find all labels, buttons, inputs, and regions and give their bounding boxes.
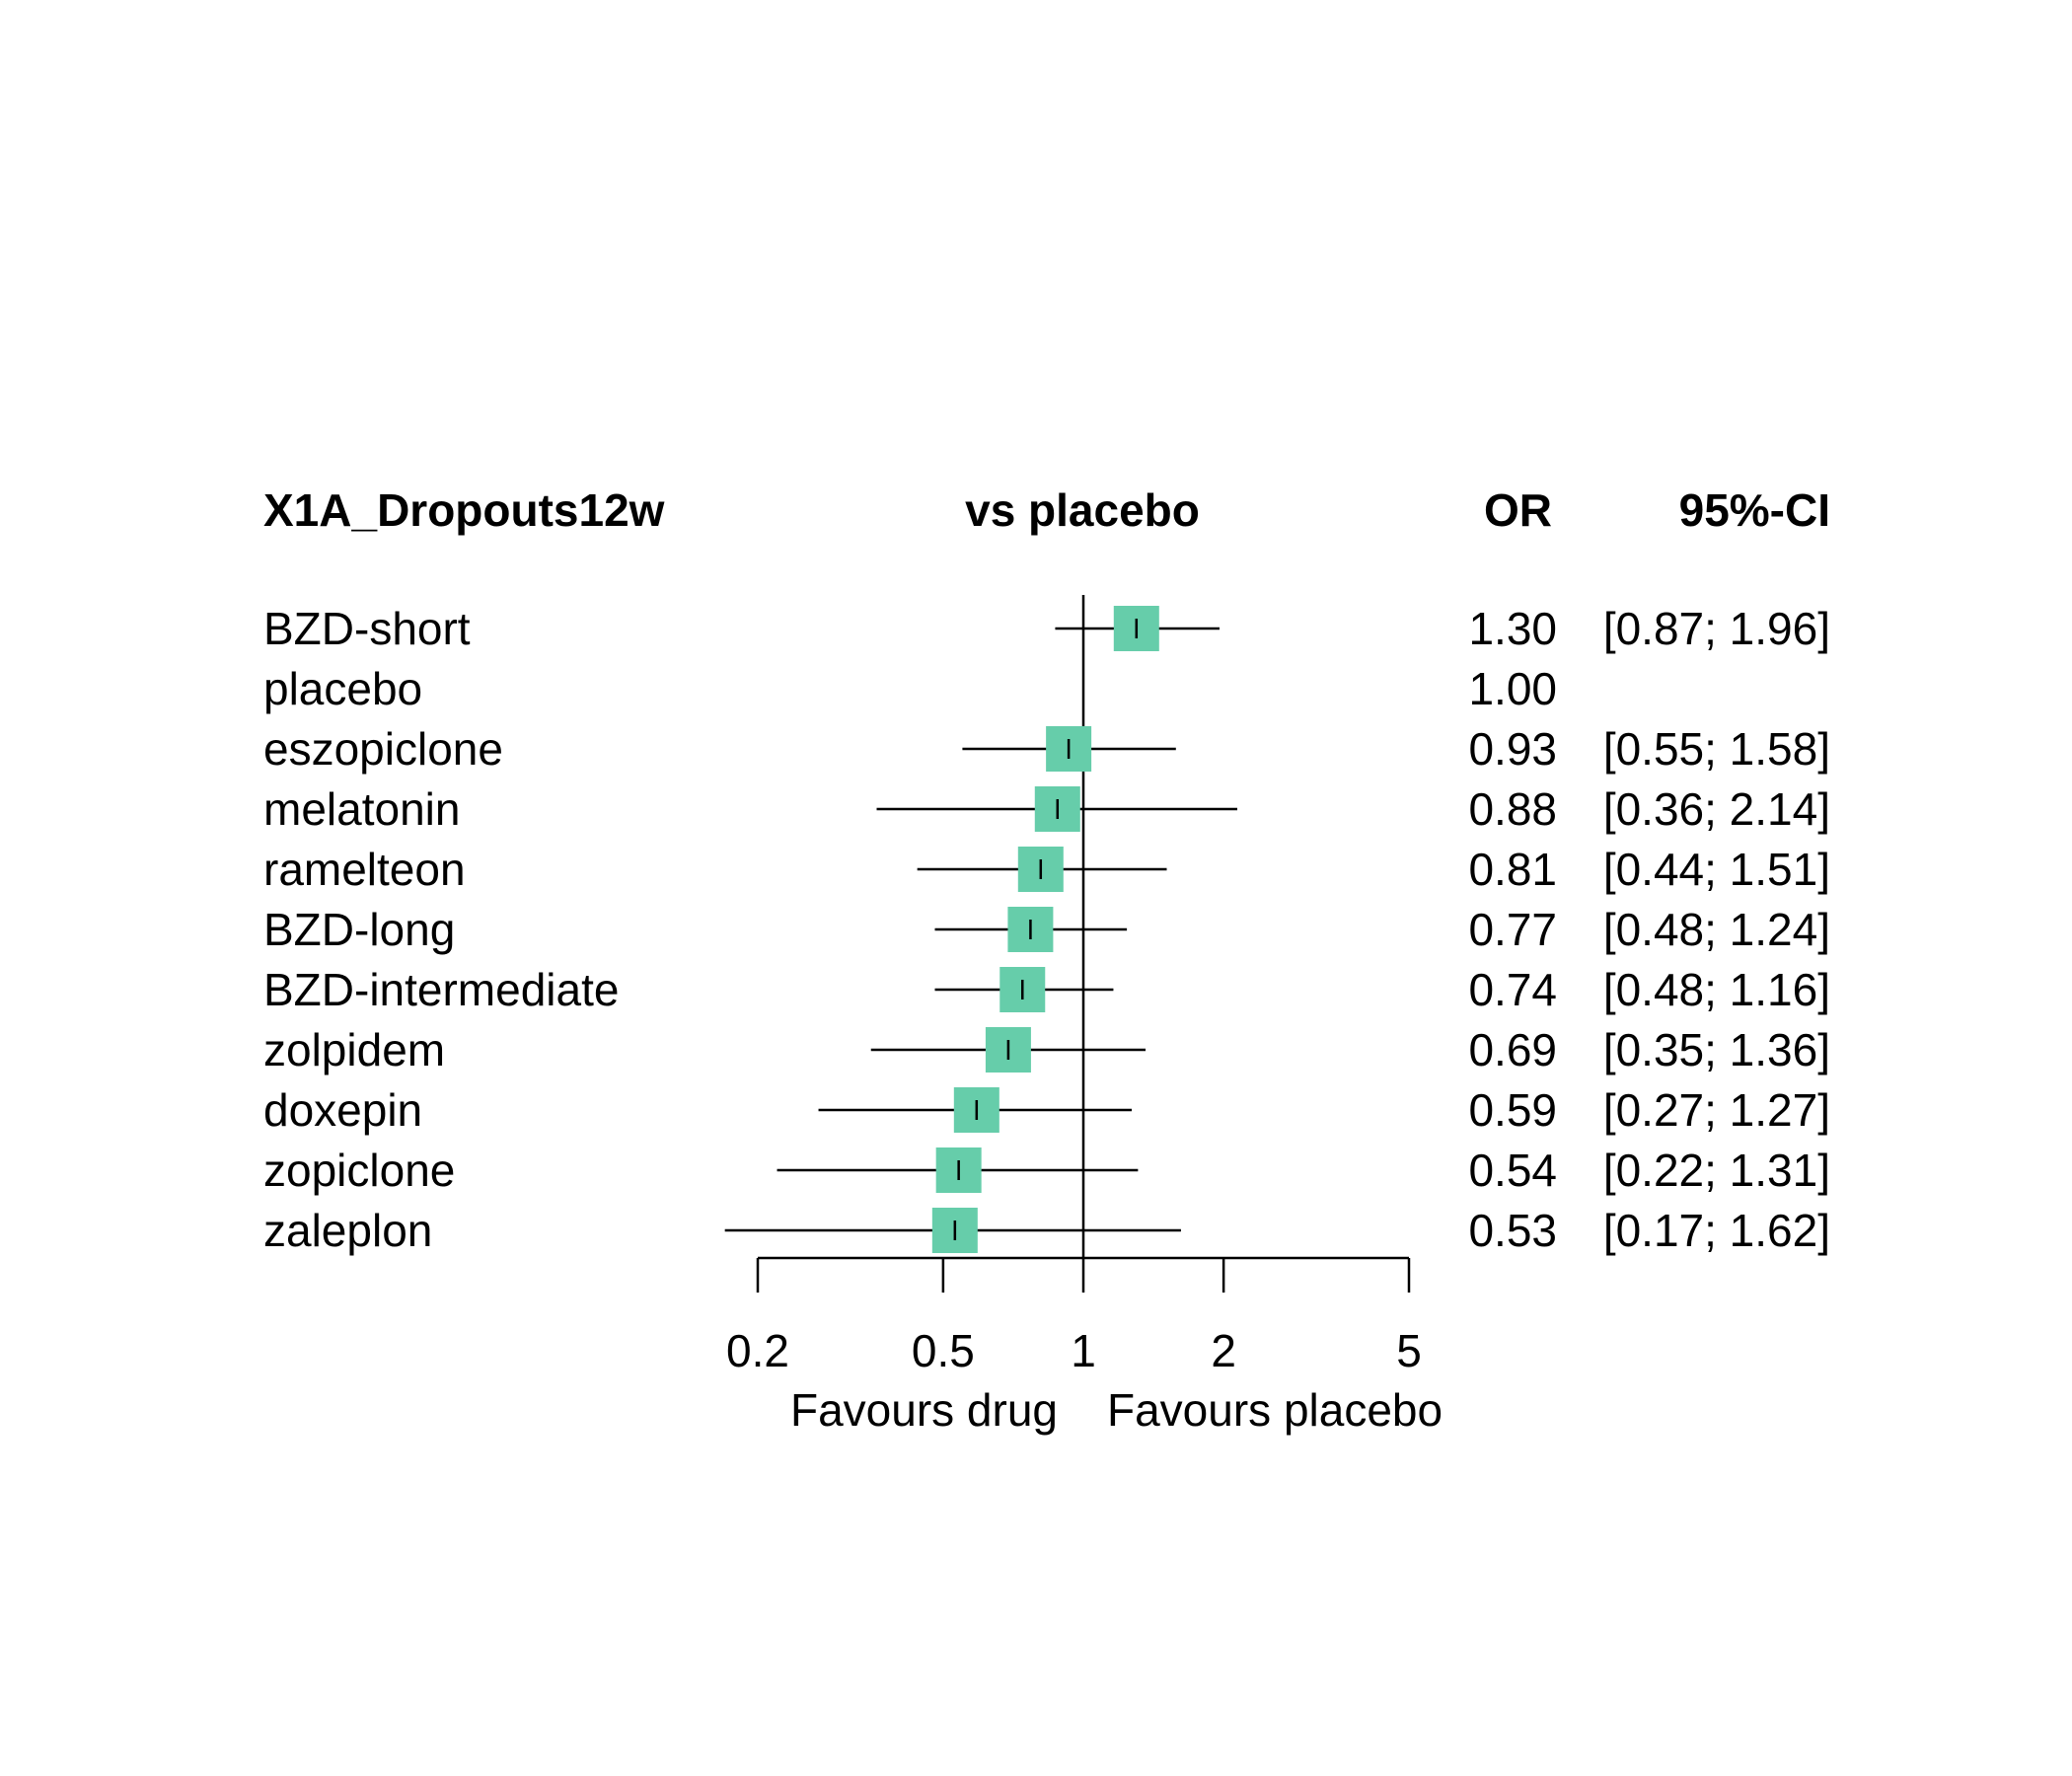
ci-column-header: 95%-CI xyxy=(1679,484,1830,536)
study-row: placebo 1.00 xyxy=(263,663,1557,714)
row-label: BZD-long xyxy=(263,904,455,955)
ci-value: [0.17; 1.62] xyxy=(1603,1205,1830,1256)
ci-value: [0.35; 1.36] xyxy=(1603,1024,1830,1075)
x-tick-label: 1 xyxy=(1071,1325,1096,1376)
row-label: eszopiclone xyxy=(263,723,503,775)
or-value: 0.77 xyxy=(1468,904,1557,955)
row-label: placebo xyxy=(263,663,422,714)
comparison-header: vs placebo xyxy=(965,484,1200,536)
or-value: 0.93 xyxy=(1468,723,1557,775)
x-tick-label: 5 xyxy=(1396,1325,1422,1376)
x-axis: 0.2 0.5 1 2 5 xyxy=(726,1256,1422,1376)
ci-value: [0.87; 1.96] xyxy=(1603,603,1830,654)
row-label: zolpidem xyxy=(263,1024,445,1075)
or-value: 0.74 xyxy=(1468,964,1557,1015)
study-row: zolpidem 0.69 [0.35; 1.36] xyxy=(263,1024,1830,1075)
study-row: melatonin 0.88 [0.36; 2.14] xyxy=(263,783,1830,835)
header-row: X1A_Dropouts12w vs placebo OR 95%-CI xyxy=(263,484,1830,536)
or-value: 0.54 xyxy=(1468,1145,1557,1196)
row-label: doxepin xyxy=(263,1084,422,1136)
or-column-header: OR xyxy=(1484,484,1552,536)
row-label: BZD-short xyxy=(263,603,471,654)
or-value: 0.59 xyxy=(1468,1084,1557,1136)
row-label: BZD-intermediate xyxy=(263,964,619,1015)
or-value: 1.00 xyxy=(1468,663,1557,714)
study-row: BZD-short 1.30 [0.87; 1.96] xyxy=(263,603,1830,654)
or-value: 0.69 xyxy=(1468,1024,1557,1075)
study-row: eszopiclone 0.93 [0.55; 1.58] xyxy=(263,723,1830,775)
ci-value: [0.36; 2.14] xyxy=(1603,783,1830,835)
or-value: 1.30 xyxy=(1468,603,1557,654)
study-row: zaleplon 0.53 [0.17; 1.62] xyxy=(263,1205,1830,1256)
or-value: 0.88 xyxy=(1468,783,1557,835)
ci-value: [0.48; 1.16] xyxy=(1603,964,1830,1015)
study-row: doxepin 0.59 [0.27; 1.27] xyxy=(263,1084,1830,1136)
x-tick-label: 2 xyxy=(1211,1325,1236,1376)
favours-placebo-label: Favours placebo xyxy=(1107,1384,1443,1436)
ci-value: [0.44; 1.51] xyxy=(1603,844,1830,895)
ci-value: [0.55; 1.58] xyxy=(1603,723,1830,775)
or-value: 0.81 xyxy=(1468,844,1557,895)
ci-value: [0.27; 1.27] xyxy=(1603,1084,1830,1136)
favours-labels: Favours drug Favours placebo xyxy=(790,1384,1443,1436)
study-row: BZD-long 0.77 [0.48; 1.24] xyxy=(263,904,1830,955)
row-label: zopiclone xyxy=(263,1145,455,1196)
study-row: ramelteon 0.81 [0.44; 1.51] xyxy=(263,844,1830,895)
ci-value: [0.48; 1.24] xyxy=(1603,904,1830,955)
row-label: melatonin xyxy=(263,783,460,835)
ci-value: [0.22; 1.31] xyxy=(1603,1145,1830,1196)
or-value: 0.53 xyxy=(1468,1205,1557,1256)
row-label: ramelteon xyxy=(263,844,466,895)
study-rows: BZD-short 1.30 [0.87; 1.96] placebo 1.00 eszo… xyxy=(263,595,1830,1258)
x-tick-label: 0.2 xyxy=(726,1325,789,1376)
favours-drug-label: Favours drug xyxy=(790,1384,1058,1436)
row-label: zaleplon xyxy=(263,1205,432,1256)
x-tick-label: 0.5 xyxy=(912,1325,975,1376)
study-row: zopiclone 0.54 [0.22; 1.31] xyxy=(263,1145,1830,1196)
outcome-header: X1A_Dropouts12w xyxy=(263,484,665,536)
study-row: BZD-intermediate 0.74 [0.48; 1.16] xyxy=(263,964,1830,1015)
